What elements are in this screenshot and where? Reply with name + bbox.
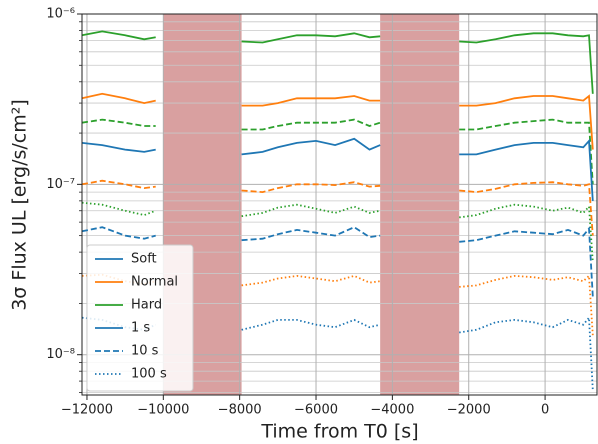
series-line	[81, 137, 594, 201]
series-line	[81, 201, 594, 263]
x-tick-label: −12000	[61, 403, 113, 418]
series-line	[81, 226, 594, 297]
x-tick-label: −10000	[137, 403, 189, 418]
x-tick-label: 0	[541, 403, 549, 418]
legend-label: 10 s	[131, 344, 159, 359]
x-tick-label: −2000	[447, 403, 491, 418]
y-tick-label: 10⁻⁶	[46, 7, 75, 22]
y-axis-title: 3σ Flux UL [erg/s/cm²]	[9, 99, 31, 311]
series-line	[81, 30, 594, 94]
legend-label: Soft	[131, 252, 157, 267]
legend: Soft Normal Hard 1 s 10 s 100 s	[86, 244, 194, 392]
plot-frame	[81, 13, 598, 396]
series-line	[81, 118, 594, 185]
shaded-region	[380, 14, 460, 395]
legend-label: 100 s	[131, 367, 167, 382]
legend-label: Hard	[131, 298, 162, 313]
legend-label: 1 s	[131, 321, 150, 336]
x-axis-title: Time from T0 [s]	[260, 421, 418, 443]
x-tick-label: −6000	[294, 403, 338, 418]
series-line	[81, 92, 594, 150]
series-line	[81, 179, 594, 236]
y-tick-label: 10⁻⁸	[46, 347, 75, 362]
x-tick-label: −8000	[218, 403, 262, 418]
legend-label: Normal	[131, 275, 178, 290]
x-tick-label: −4000	[370, 403, 414, 418]
y-tick-label: 10⁻⁷	[46, 177, 75, 192]
